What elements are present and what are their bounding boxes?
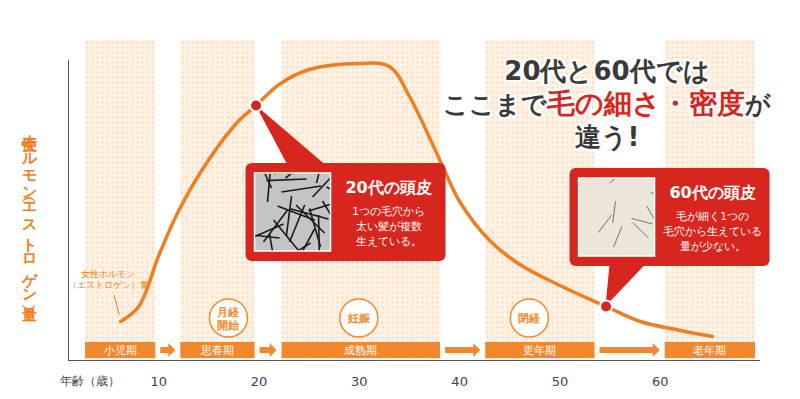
svg-text:女性ホルモン（エストロゲン）量: 女性ホルモン（エストロゲン）量 bbox=[68, 269, 149, 290]
svg-text:1つの毛穴から太い髪が複数生えている。: 1つの毛穴から太い髪が複数生えている。 bbox=[352, 205, 425, 247]
svg-text:20代の頭皮: 20代の頭皮 bbox=[345, 178, 431, 197]
svg-text:50: 50 bbox=[552, 374, 569, 389]
svg-text:女性ホルモン（エストロゲン）量: 女性ホルモン（エストロゲン）量 bbox=[21, 125, 39, 322]
svg-text:20代と60代ではここまで毛の細さ・密度が違う!: 20代と60代ではここまで毛の細さ・密度が違う! bbox=[443, 56, 771, 152]
svg-text:30: 30 bbox=[351, 374, 368, 389]
svg-text:20: 20 bbox=[251, 374, 268, 389]
svg-text:年齢（歳）: 年齢（歳） bbox=[60, 374, 120, 388]
svg-text:閉経: 閉経 bbox=[518, 312, 541, 325]
svg-text:10: 10 bbox=[150, 374, 167, 389]
svg-text:40: 40 bbox=[451, 374, 468, 389]
svg-text:成熟期: 成熟期 bbox=[344, 344, 377, 357]
svg-text:小児期: 小児期 bbox=[104, 344, 137, 357]
svg-text:毛が細く1つの毛穴から生えている量が少ない。: 毛が細く1つの毛穴から生えている量が少ない。 bbox=[663, 210, 762, 252]
svg-text:思春期: 思春期 bbox=[200, 344, 234, 357]
svg-text:60代の頭皮: 60代の頭皮 bbox=[669, 183, 755, 202]
svg-text:更年期: 更年期 bbox=[523, 344, 556, 357]
svg-text:老年期: 老年期 bbox=[693, 344, 726, 357]
svg-text:妊娠: 妊娠 bbox=[347, 312, 371, 325]
svg-text:60: 60 bbox=[652, 374, 669, 389]
svg-text:月経開始: 月経開始 bbox=[216, 306, 240, 332]
